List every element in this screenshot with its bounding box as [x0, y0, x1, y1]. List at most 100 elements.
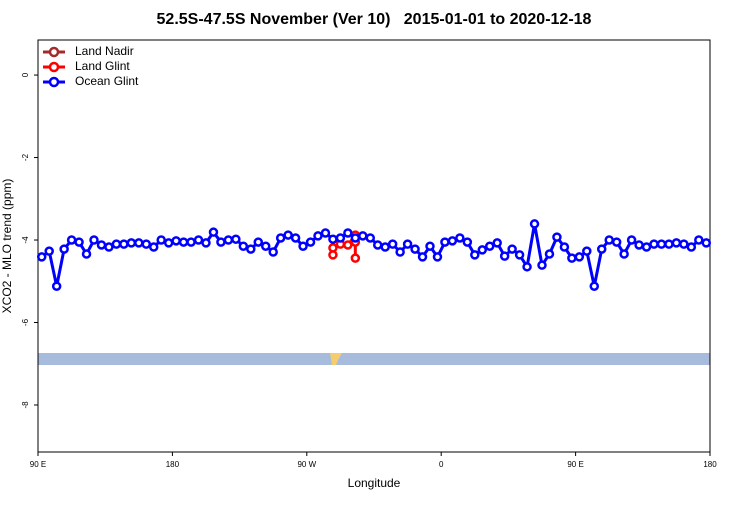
legend-marker [48, 76, 60, 88]
data-point [619, 249, 629, 259]
data-point [328, 243, 338, 253]
data-point [134, 238, 144, 248]
y-axis-label: XCO2 - MLO trend (ppm) [0, 179, 14, 314]
data-point [141, 239, 152, 249]
data-point [380, 242, 390, 252]
data-point [425, 241, 435, 251]
legend-marker [48, 61, 60, 73]
data-point [223, 235, 234, 245]
x-axis-label: Longitude [348, 476, 401, 490]
data-point [552, 232, 562, 242]
data-point [343, 240, 353, 250]
data-point [119, 239, 129, 249]
data-point [193, 235, 204, 245]
data-point [537, 260, 547, 270]
data-point [417, 252, 428, 262]
data-point [350, 253, 361, 263]
legend-marker [48, 46, 60, 58]
data-point [604, 235, 614, 245]
data-point [350, 233, 361, 243]
data-point [178, 237, 189, 247]
x-tick-label: 0 [439, 460, 444, 469]
data-point [171, 236, 181, 246]
map-land [330, 353, 342, 365]
x-tick-label: 180 [703, 460, 717, 469]
data-point [529, 219, 540, 229]
legend-label: Ocean Glint [75, 74, 139, 88]
data-point [231, 234, 241, 244]
data-point [81, 249, 92, 259]
data-point [492, 238, 502, 248]
y-tick-label: -8 [21, 401, 30, 409]
data-point [275, 233, 286, 243]
data-point [260, 241, 271, 251]
data-point [66, 235, 77, 245]
data-point [671, 238, 682, 248]
data-point [96, 240, 107, 250]
data-point [477, 245, 488, 255]
data-point [298, 241, 308, 251]
data-point [582, 246, 592, 256]
map-strip [38, 353, 710, 365]
legend-label: Land Glint [75, 59, 130, 73]
y-tick-label: -6 [21, 318, 30, 326]
data-point [253, 237, 264, 247]
data-point [462, 237, 473, 247]
data-point [701, 238, 712, 248]
data-point [447, 236, 458, 246]
data-point [387, 239, 398, 249]
data-point [611, 237, 622, 247]
data-point [440, 237, 450, 247]
data-point [216, 237, 226, 247]
data-point [694, 235, 704, 245]
data-point [126, 238, 137, 248]
data-point [111, 239, 122, 249]
data-point [268, 247, 278, 257]
y-tick-label: -2 [21, 153, 30, 161]
y-tick-label: 0 [21, 72, 30, 77]
data-point [283, 230, 293, 240]
data-point [208, 227, 219, 237]
data-point [246, 244, 256, 254]
data-point [522, 262, 532, 272]
data-point [596, 244, 607, 254]
data-point [634, 240, 644, 250]
data-point [51, 281, 62, 291]
data-point [36, 252, 47, 262]
data-point [679, 239, 689, 249]
data-point [74, 237, 84, 247]
data-point [89, 235, 99, 245]
data-point [499, 251, 510, 261]
data-point [507, 244, 517, 254]
data-point [641, 242, 652, 252]
data-point [238, 241, 249, 251]
data-point [320, 228, 331, 238]
data-point [59, 244, 69, 254]
data-point [305, 237, 316, 247]
data-point [559, 242, 570, 252]
x-tick-label: 90 E [30, 460, 46, 469]
data-point [514, 250, 525, 260]
data-point [372, 240, 383, 250]
data-point [290, 233, 301, 243]
data-point [649, 239, 659, 249]
data-point [432, 252, 443, 262]
data-point [544, 249, 555, 259]
data-point [343, 228, 353, 238]
data-point [395, 247, 405, 257]
data-point [574, 252, 585, 262]
x-tick-label: 90 W [297, 460, 316, 469]
series-line [40, 223, 707, 287]
y-tick-label: -4 [21, 236, 30, 244]
data-point [156, 235, 166, 245]
data-point [484, 241, 495, 251]
data-point [328, 234, 338, 244]
data-point [358, 231, 368, 241]
data-point [186, 237, 196, 247]
x-tick-label: 180 [166, 460, 180, 469]
data-point [455, 233, 465, 243]
chart-title: 52.5S-47.5S November (Ver 10) 2015-01-01… [157, 11, 592, 28]
data-point [313, 231, 323, 241]
data-point [365, 233, 376, 243]
